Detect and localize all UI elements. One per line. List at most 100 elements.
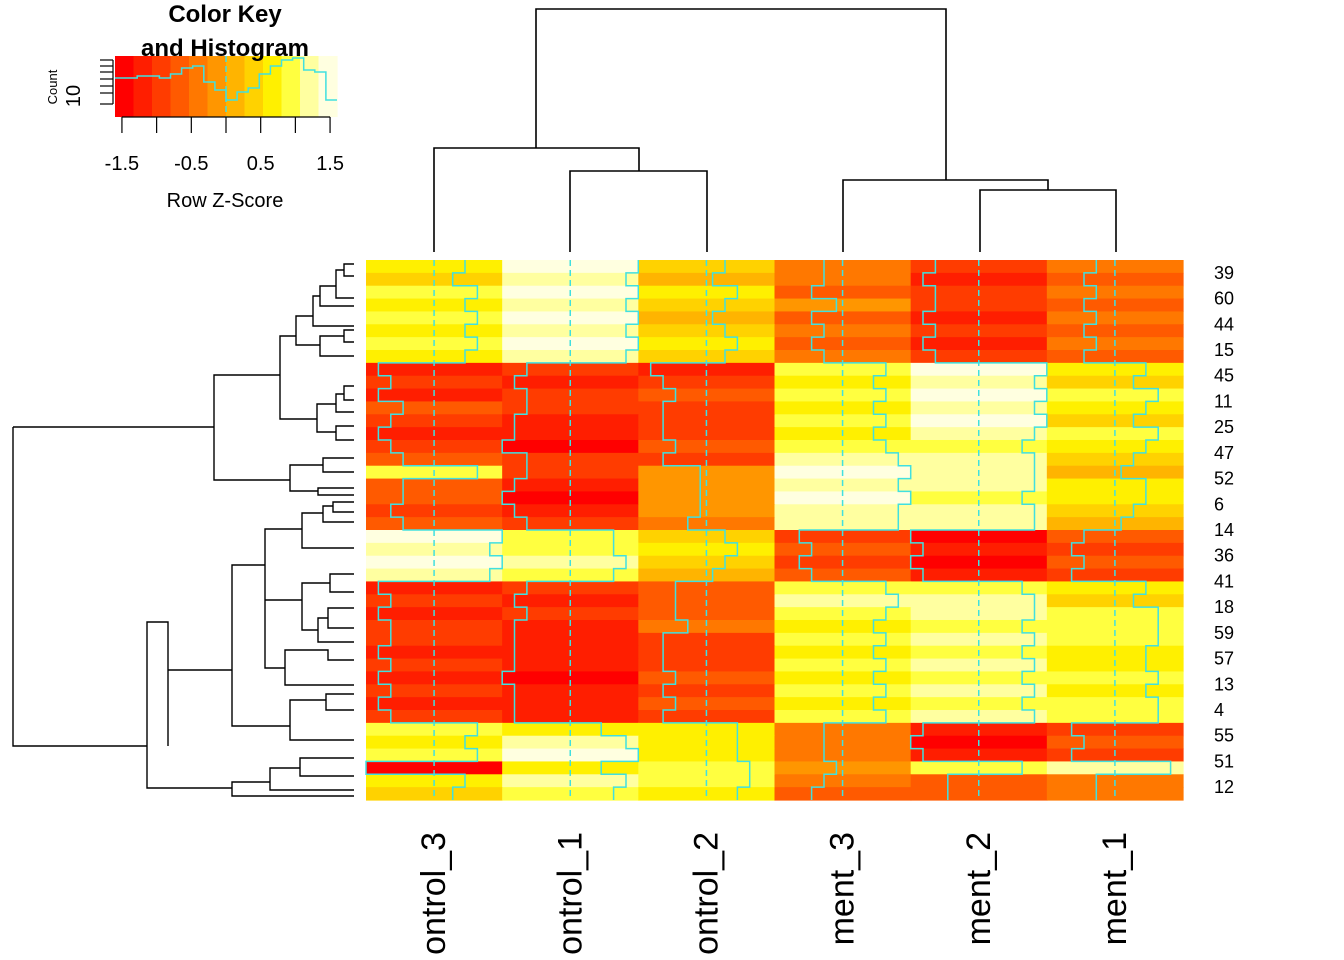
heatmap-cell bbox=[638, 761, 776, 775]
heatmap-cell bbox=[366, 260, 503, 274]
heatmap-cell bbox=[366, 452, 503, 467]
heatmap-cell bbox=[910, 671, 1048, 685]
heatmap-cell bbox=[910, 542, 1048, 557]
row-label: 4 bbox=[1214, 700, 1224, 720]
heatmap-cell bbox=[910, 401, 1048, 415]
heatmap-cell bbox=[774, 440, 912, 454]
row-label: 57 bbox=[1214, 649, 1234, 669]
heatmap-cell bbox=[638, 362, 776, 377]
heatmap-cell bbox=[1046, 722, 1184, 737]
color-key-swatch bbox=[207, 56, 227, 117]
heatmap-cell bbox=[502, 530, 639, 544]
heatmap-cell bbox=[910, 272, 1048, 287]
column-trace bbox=[501, 260, 640, 800]
color-key-swatch bbox=[281, 56, 301, 117]
heatmap-cell bbox=[366, 311, 503, 325]
row-label: 51 bbox=[1214, 751, 1234, 771]
heatmap-cell bbox=[638, 350, 776, 364]
column-label: ment_1 bbox=[1096, 832, 1134, 945]
row-label: 15 bbox=[1214, 340, 1234, 360]
heatmap-cell bbox=[638, 671, 776, 685]
color-key-swatch bbox=[318, 56, 338, 117]
color-key-swatch bbox=[115, 56, 135, 117]
heatmap-cell bbox=[1046, 632, 1184, 647]
heatmap-cell bbox=[366, 350, 503, 364]
heatmap-cell bbox=[502, 362, 639, 377]
heatmap-cell bbox=[366, 722, 503, 737]
heatmap-cell bbox=[638, 272, 776, 287]
row-label: 52 bbox=[1214, 469, 1234, 489]
heatmap-cell bbox=[502, 632, 639, 647]
heatmap-cell bbox=[638, 452, 776, 467]
heatmap-cell bbox=[774, 620, 912, 634]
heatmap-cell bbox=[502, 440, 639, 454]
heatmap-cell bbox=[774, 530, 912, 544]
heatmap-cell bbox=[774, 260, 912, 274]
color-key-swatch bbox=[244, 56, 264, 117]
heatmap-cell bbox=[1046, 761, 1184, 775]
color-key-swatch bbox=[133, 56, 153, 117]
heatmap-cell bbox=[910, 632, 1048, 647]
heatmap-cell bbox=[638, 440, 776, 454]
heatmap-cell bbox=[774, 452, 912, 467]
color-key-swatch bbox=[170, 56, 190, 117]
heatmap-cell bbox=[910, 350, 1048, 364]
heatmap-cell bbox=[502, 542, 639, 557]
heatmap-cell bbox=[502, 581, 639, 595]
heatmap-cell bbox=[774, 722, 912, 737]
heatmap-cell bbox=[638, 311, 776, 325]
heatmap-cell bbox=[1046, 491, 1184, 505]
column-trace bbox=[649, 260, 751, 800]
heatmap-cell bbox=[910, 491, 1048, 505]
heatmap-cell bbox=[638, 581, 776, 595]
heatmap-cell bbox=[366, 632, 503, 647]
row-label: 55 bbox=[1214, 726, 1234, 746]
row-label: 18 bbox=[1214, 597, 1234, 617]
heatmap-cell bbox=[638, 710, 776, 724]
row-label: 60 bbox=[1214, 289, 1234, 309]
heatmap-cell bbox=[502, 722, 639, 737]
column-labels: ontrol_3 ontrol_1 ontrol_2 ment_3 ment_2 ment… bbox=[415, 832, 1134, 955]
color-key-x-axis: -1.5 -0.5 0.5 1.5 bbox=[105, 116, 344, 175]
color-key-title-line1: Color Key bbox=[168, 1, 282, 28]
row-label: 39 bbox=[1214, 263, 1234, 283]
heatmap-cell bbox=[638, 491, 776, 505]
heatmap-cell bbox=[910, 581, 1048, 595]
heatmap-cell bbox=[1046, 530, 1184, 544]
row-label: 36 bbox=[1214, 546, 1234, 566]
heatmap-cell bbox=[1046, 362, 1184, 377]
heatmap-cell bbox=[366, 440, 503, 454]
column-dendrogram bbox=[433, 8, 1117, 252]
heatmap-cell bbox=[502, 671, 639, 685]
heatmap-cell bbox=[910, 710, 1048, 724]
heatmap-cell bbox=[366, 710, 503, 724]
heatmap-cell bbox=[638, 620, 776, 634]
heatmap-cell bbox=[366, 671, 503, 685]
heatmap-cell bbox=[1046, 440, 1184, 454]
heatmap-traces bbox=[365, 260, 1172, 800]
heatmap-cell bbox=[638, 260, 776, 274]
color-key-ylabel: Count bbox=[45, 69, 60, 104]
heatmap-cell bbox=[1046, 350, 1184, 364]
heatmap-cell bbox=[502, 311, 639, 325]
color-key-swatch bbox=[189, 56, 209, 117]
heatmap-cell bbox=[1046, 260, 1184, 274]
heatmap-cell bbox=[638, 722, 776, 737]
heatmap-cell bbox=[910, 530, 1048, 544]
heatmap-cell bbox=[1046, 710, 1184, 724]
heatmap-cell bbox=[774, 362, 912, 377]
row-label: 14 bbox=[1214, 520, 1234, 540]
heatmap-cell bbox=[910, 761, 1048, 775]
color-key-tick-label: -1.5 bbox=[105, 153, 139, 175]
heatmap-cell bbox=[502, 710, 639, 724]
color-key-title-line2: and Histogram bbox=[141, 35, 309, 62]
row-label: 25 bbox=[1214, 417, 1234, 437]
heatmap-cell bbox=[910, 620, 1048, 634]
color-key-y-axis bbox=[100, 59, 114, 105]
heatmap-cell bbox=[910, 452, 1048, 467]
row-dendrogram bbox=[12, 263, 354, 797]
column-label: ment_3 bbox=[824, 832, 862, 945]
heatmap-cell bbox=[1046, 620, 1184, 634]
color-key: Color Key and Histogram Count 10 -1.5 -0.… bbox=[45, 1, 344, 212]
